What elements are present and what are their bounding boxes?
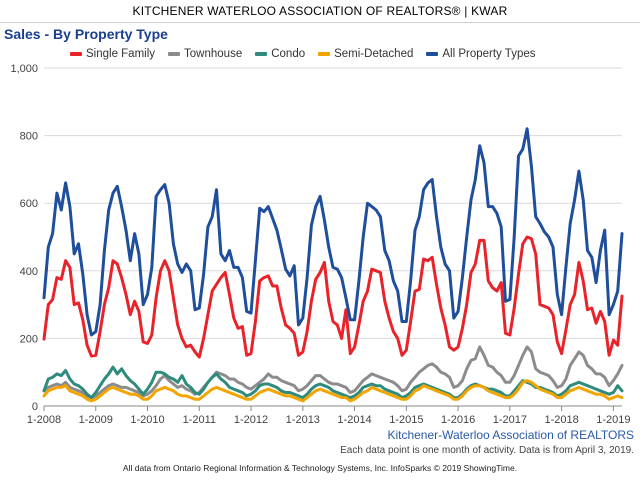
x-tick-labels: 1-2008 1-2009 1-2010 1-2011 1-2012 1-2013 1-20…: [27, 414, 631, 426]
x-tick-label: 1-2014: [337, 414, 371, 426]
x-tick-label: 1-2009: [79, 414, 113, 426]
x-tick-label: 1-2012: [234, 414, 268, 426]
series-line-semi-detached: [42, 379, 624, 403]
x-tick-label: 1-2010: [130, 414, 164, 426]
x-tick-label: 1-2015: [389, 414, 423, 426]
y-tick-labels: 0 200 400 600 800 1,000: [10, 63, 38, 413]
legend-swatch-all-property-types: [426, 52, 439, 56]
y-tick-label: 1,000: [10, 63, 38, 75]
x-tick-label: 1-2013: [286, 414, 320, 426]
source-credit: Kitchener-Waterloo Association of REALTO…: [387, 428, 634, 442]
series-lines: [42, 127, 624, 403]
legend-item-single-family: Single Family: [70, 48, 155, 60]
x-tick-label: 1-2019: [596, 414, 630, 426]
series-line-single-family: [42, 235, 624, 359]
data-note: Each data point is one month of activity…: [340, 445, 634, 456]
legend-swatch-townhouse: [168, 52, 181, 56]
axes: [43, 405, 622, 411]
y-tick-label: 400: [20, 266, 38, 278]
legend-label-semi-detached: Semi-Detached: [334, 48, 414, 60]
legend-item-condo: Condo: [255, 48, 305, 60]
series-line-townhouse: [42, 345, 624, 400]
x-tick-label: 1-2016: [441, 414, 475, 426]
legend-swatch-condo: [255, 52, 268, 56]
y-tick-label: 800: [20, 131, 38, 143]
legend-label-all-property-types: All Property Types: [442, 48, 536, 60]
chart-legend: Single Family Townhouse Condo Semi-Detac…: [70, 47, 548, 61]
x-tick-label: 1-2017: [493, 414, 527, 426]
legend-item-townhouse: Townhouse: [168, 48, 242, 60]
legend-label-single-family: Single Family: [86, 48, 156, 60]
chart-title: Sales - By Property Type: [4, 26, 168, 42]
legend-label-townhouse: Townhouse: [184, 48, 243, 60]
y-tick-label: 600: [20, 198, 38, 210]
x-tick-label: 1-2008: [27, 414, 61, 426]
grid-lines: [44, 67, 622, 407]
x-tick-label: 1-2018: [544, 414, 578, 426]
legend-label-condo: Condo: [271, 48, 306, 60]
series-line-all-property-types: [42, 127, 624, 337]
legend-swatch-semi-detached: [318, 52, 331, 56]
footer-credit: All data from Ontario Regional Informati…: [122, 463, 518, 473]
y-tick-label: 0: [32, 401, 38, 413]
y-tick-label: 200: [20, 333, 38, 345]
x-tick-label: 1-2011: [183, 414, 216, 426]
legend-item-all-property-types: All Property Types: [426, 48, 535, 60]
report-header: KITCHENER WATERLOO ASSOCIATION OF REALTO…: [0, 0, 640, 23]
legend-swatch-single-family: [70, 52, 82, 56]
legend-item-semi-detached: Semi-Detached: [318, 48, 413, 60]
